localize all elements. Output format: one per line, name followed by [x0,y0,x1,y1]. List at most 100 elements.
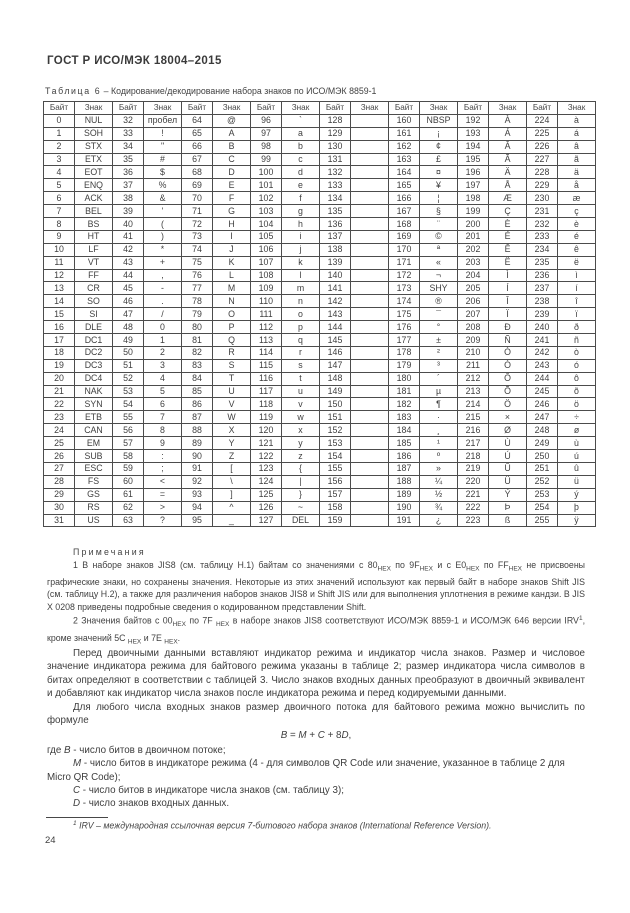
char-cell: > [143,500,182,515]
char-cell: ´ [419,371,458,386]
char-cell: Ö [488,397,527,412]
byte-cell: 243 [526,358,558,373]
text-segment: = [287,730,299,742]
text-segment: + 8 [324,730,342,742]
char-cell: e [281,178,320,193]
byte-cell: 250 [526,449,558,463]
text-segment: D [73,798,81,810]
byte-cell: 125 [250,487,282,502]
text-segment: и 7E [141,633,165,644]
char-cell: ª [419,242,458,257]
table-row: 26 SUB 58:90 Z 122 z 154 186 º 218 Ú 250 ú [43,449,596,463]
byte-cell: 109 [250,281,282,296]
char-cell: ¥ [419,178,458,193]
byte-cell: 173 [388,281,420,296]
definition-c: C - число битов в индикаторе числа знако… [47,784,585,797]
char-cell: 7 [143,410,182,425]
byte-cell: 140 [319,268,351,283]
footnote-rule [46,817,108,818]
note-2: 2 Значения байтов с 00HEX по 7F HEX в на… [47,613,585,649]
char-cell: SHY [419,281,458,296]
table-row: 2 STX 34 " 66 B 98 b 130 162 ¢ 194 Â 226 â [43,139,596,154]
byte-cell: 227 [526,152,558,167]
byte-cell: 5 [43,178,75,193]
byte-cell: 246 [526,397,558,412]
text-segment: C [73,785,81,797]
char-cell: _ [212,513,251,528]
char-cell: Q [212,333,251,347]
char-cell: È [488,217,527,231]
byte-cell: 88 [181,423,213,438]
char-cell: a [281,126,320,141]
char-cell: Ï [488,307,527,322]
column-header: Байт [526,101,558,115]
char-cell: \ [212,474,251,489]
byte-cell: 106 [250,242,282,257]
byte-cell: 226 [526,139,558,154]
char-cell [350,345,389,360]
char-cell: Ì [488,268,527,283]
char-cell: Ý [488,487,527,502]
byte-cell: 105 [250,229,282,244]
byte-cell: 13 [43,281,75,296]
char-cell [350,113,389,128]
char-cell: CR [74,281,113,296]
table-row: 18 DC2 50 2 82 R 114 r 146 178 ² 210 Ò 242 ò [43,345,596,360]
byte-cell: 145 [319,333,351,347]
char-cell [350,242,389,257]
byte-cell: 111 [250,307,282,322]
byte-cell: 214 [457,397,489,412]
byte-cell: 69 [181,178,213,193]
char-cell: Þ [488,500,527,515]
byte-cell: 194 [457,139,489,154]
char-cell: µ [419,384,458,399]
char-cell: Û [488,461,527,476]
byte-cell: 15 [43,307,75,322]
table-row: 28 FS 60 <92 \ 124 | 156 188 ¼ 220 Ü 252 ü [43,474,596,489]
char-cell: í [557,281,596,296]
char-cell: t [281,371,320,386]
table-row: 13 CR 45-77 M 109 m 141 173 SHY 205 Í 237 í [43,281,596,296]
char-cell: ° [419,320,458,335]
column-header: Байт [112,101,144,115]
char-cell: á [557,126,596,141]
byte-cell: 236 [526,268,558,283]
char-cell: ã [557,152,596,167]
char-cell: y [281,436,320,451]
char-cell: ÷ [557,410,596,425]
byte-cell: 185 [388,436,420,451]
char-cell: ACK [74,191,113,206]
char-cell: ë [557,255,596,270]
byte-cell: 74 [181,242,213,257]
char-cell: % [143,178,182,193]
char-cell: ETB [74,410,113,425]
byte-cell: 222 [457,500,489,515]
char-cell: 3 [143,358,182,373]
byte-cell: 75 [181,255,213,270]
text-segment: HEX [164,638,178,646]
byte-cell: 200 [457,217,489,231]
text-segment: и с E0 [432,559,467,570]
char-cell: ¬ [419,268,458,283]
char-cell: ; [143,461,182,476]
char-cell: ETX [74,152,113,167]
char-cell: 6 [143,397,182,412]
page-number: 24 [45,835,56,846]
char-cell: [ [212,461,251,476]
byte-cell: 180 [388,371,420,386]
table-row: 17 DC1 49 1 81 Q 113 q 145 177 ±209 Ñ 241 ñ [43,333,596,347]
char-cell: FS [74,474,113,489]
byte-cell: 97 [250,126,282,141]
byte-cell: 255 [526,513,558,528]
char-cell [350,487,389,502]
column-header: Знак [143,101,182,115]
char-cell: Ñ [488,333,527,347]
encoding-table: Байт Знак Байт Знак Байт Знак Байт Знак Байт Знак… [43,101,596,528]
char-cell: ¾ [419,500,458,515]
byte-cell: 197 [457,178,489,193]
char-cell: æ [557,191,596,206]
table-row: 10 LF 42 * 74 J 106 j 138 170 ª 202 Ê 234 ê [43,242,596,257]
byte-cell: 248 [526,423,558,438]
char-cell: VT [74,255,113,270]
byte-cell: 126 [250,500,282,515]
